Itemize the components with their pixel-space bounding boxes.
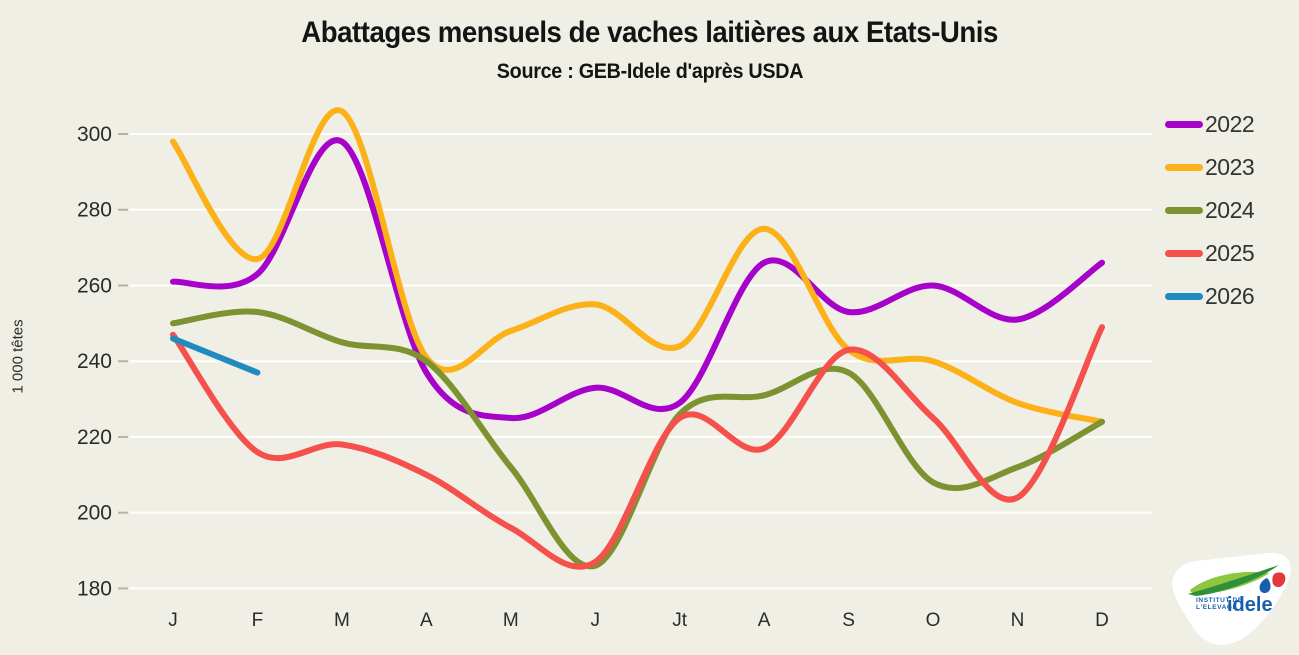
logo-drop-icon (1259, 578, 1271, 594)
idele-logo: INSTITUT DE L'ELEVAGE idele (1163, 550, 1298, 650)
series-line-2023 (170, 107, 1105, 425)
x-tick-label-10: N (1011, 610, 1025, 631)
x-tick-label-9: O (926, 610, 941, 631)
legend-label-2025: 2025 (1205, 240, 1255, 266)
y-tick-label-280: 280 (77, 199, 112, 222)
legend-label-2022: 2022 (1205, 111, 1255, 137)
y-tick-label-260: 260 (77, 274, 112, 297)
legend-item-2022: 2022 (1165, 103, 1255, 146)
x-tick-label-4: M (503, 610, 519, 631)
legend-item-2025: 2025 (1165, 232, 1255, 275)
chart-title-text: Abattages mensuels de vaches laitières a… (301, 16, 998, 49)
y-tick-label-200: 200 (77, 502, 112, 525)
y-tick-label-220: 220 (77, 426, 112, 449)
series-line-2026 (170, 335, 261, 376)
x-tick-label-11: D (1095, 610, 1109, 631)
legend-label-2026: 2026 (1205, 283, 1255, 309)
legend-item-2023: 2023 (1165, 146, 1255, 189)
legend: 2022 2023 2024 2025 2026 (1165, 103, 1255, 318)
x-tick-label-8: S (842, 610, 855, 631)
logo-flag-icon (1272, 572, 1286, 588)
legend-swatch-2024 (1165, 207, 1203, 214)
x-tick-label-1: F (252, 610, 264, 631)
legend-swatch-2026 (1165, 293, 1203, 300)
series-line-2024 (170, 308, 1105, 570)
chart-title: Abattages mensuels de vaches laitières a… (0, 16, 1299, 50)
y-tick-label-240: 240 (77, 350, 112, 373)
y-tick-label-180: 180 (77, 577, 112, 600)
logo-leaf-accent (1188, 565, 1279, 596)
logo-text-line1: INSTITUT DE (1196, 597, 1243, 604)
legend-swatch-2025 (1165, 250, 1203, 257)
x-tick-label-2: M (334, 610, 350, 631)
chart-subtitle: Source : GEB-Idele d'après USDA (0, 60, 1299, 84)
legend-label-2023: 2023 (1205, 154, 1255, 180)
logo-brand-text: idele (1227, 594, 1273, 616)
legend-swatch-2023 (1165, 164, 1203, 171)
legend-item-2026: 2026 (1165, 275, 1255, 318)
series-line-2025 (170, 324, 1105, 570)
logo-text-line2: L'ELEVAGE (1196, 604, 1238, 611)
x-tick-label-5: J (591, 610, 601, 631)
chart-subtitle-text: Source : GEB-Idele d'après USDA (496, 60, 803, 83)
legend-swatch-2022 (1165, 121, 1203, 128)
legend-label-2024: 2024 (1205, 197, 1255, 223)
idele-logo-graphic: INSTITUT DE L'ELEVAGE idele (1172, 552, 1291, 645)
legend-item-2024: 2024 (1165, 189, 1255, 232)
x-tick-label-3: A (420, 610, 433, 631)
y-tick-label-300: 300 (77, 123, 112, 146)
series-line-2022 (170, 137, 1105, 422)
x-tick-label-6: Jt (672, 610, 688, 631)
x-tick-label-0: J (168, 610, 178, 631)
x-tick-label-7: A (758, 610, 771, 631)
